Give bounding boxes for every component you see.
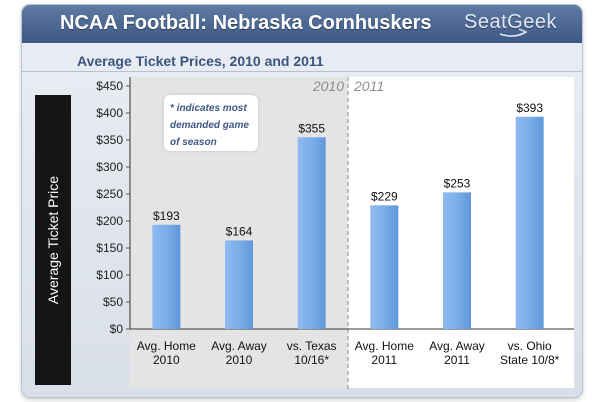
logo-swoosh-icon <box>499 28 528 37</box>
bar-value-label: $164 <box>226 224 253 238</box>
region-label-2010: 2010 <box>312 78 344 94</box>
y-tick-label: $200 <box>96 214 123 228</box>
bar-value-label: $193 <box>153 209 180 223</box>
y-tick-label: $400 <box>96 106 123 120</box>
x-category-label: vs. Ohio <box>508 339 552 353</box>
bar-value-label: $253 <box>444 176 471 190</box>
x-category-label: 2010 <box>153 353 180 367</box>
x-category-label: Avg. Home <box>355 339 414 353</box>
y-tick-label: $450 <box>96 79 123 93</box>
chart-card: NCAA Football: Nebraska Cornhuskers Seat… <box>22 5 582 397</box>
bar-value-label: $229 <box>371 189 398 203</box>
bar <box>370 205 399 329</box>
y-axis-title: Average Ticket Price <box>45 176 61 304</box>
chart-title: Average Ticket Prices, 2010 and 2011 <box>77 53 324 69</box>
y-tick-label: $100 <box>96 268 123 282</box>
x-category-label: 2010 <box>226 353 253 367</box>
y-tick-label: $0 <box>110 322 124 336</box>
x-category-label: vs. Texas <box>287 339 337 353</box>
annotation-note-text: * indicates most demanded game of season <box>170 103 249 148</box>
header-bar: NCAA Football: Nebraska Cornhuskers Seat… <box>22 5 582 43</box>
bar <box>225 240 253 329</box>
x-category-label: Avg. Home <box>137 339 196 353</box>
x-category-label: Avg. Away <box>211 339 267 353</box>
y-tick-label: $350 <box>96 133 123 147</box>
x-category-label: 10/16* <box>294 353 329 367</box>
logo-text: SeatGeek <box>464 11 557 33</box>
x-category-label: 2011 <box>444 353 470 367</box>
bar-value-label: $393 <box>516 101 543 115</box>
seatgeek-logo: SeatGeek <box>464 8 564 40</box>
bar <box>152 224 181 329</box>
ylabel-band <box>35 95 71 385</box>
y-tick-label: $300 <box>96 160 123 174</box>
x-category-label: State 10/8* <box>500 353 560 367</box>
title-divider <box>22 71 582 72</box>
bar-chart: Average Ticket Price 2010 2011 $0 $50 $100 $15… <box>35 77 574 389</box>
x-category-label: Avg. Away <box>429 339 485 353</box>
region-label-2011: 2011 <box>353 78 384 94</box>
bar <box>443 192 471 329</box>
page-title: NCAA Football: Nebraska Cornhuskers <box>60 12 432 34</box>
y-tick-label: $150 <box>96 241 123 255</box>
y-tick-label: $50 <box>103 295 123 309</box>
bar <box>297 137 326 329</box>
bar-value-label: $355 <box>298 121 325 135</box>
x-category-label: 2011 <box>371 353 397 367</box>
y-tick-label: $250 <box>96 187 123 201</box>
bar <box>515 116 544 329</box>
annotation-note: * indicates most demanded game of season <box>164 95 258 151</box>
